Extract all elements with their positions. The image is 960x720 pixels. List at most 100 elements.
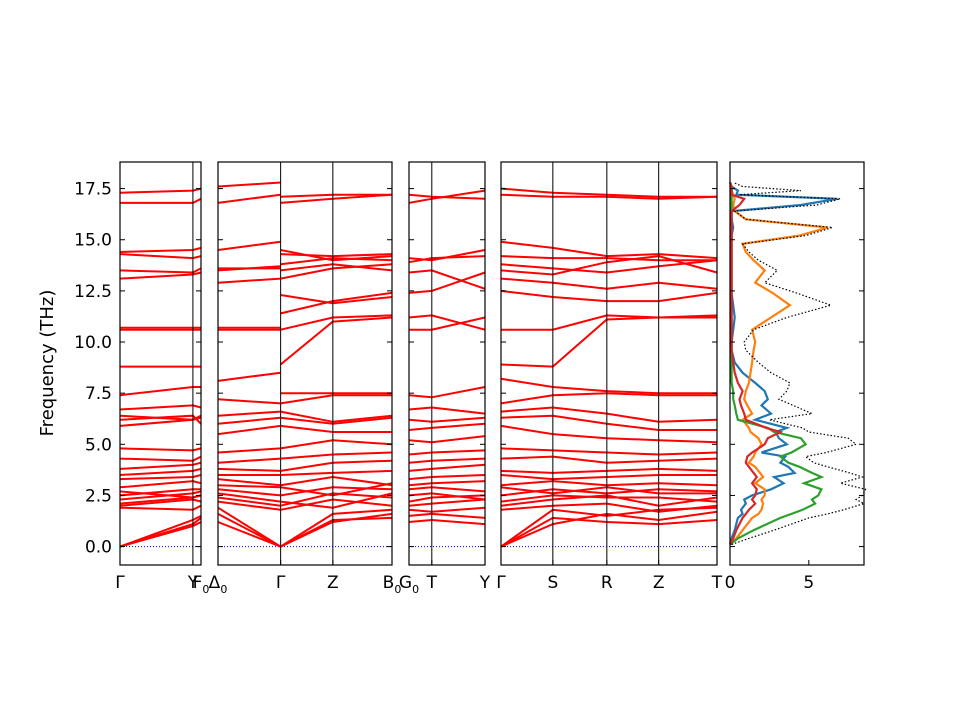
band-line xyxy=(408,386,486,399)
k-point-label: Γ xyxy=(496,573,506,593)
band-line xyxy=(119,253,202,260)
band-line xyxy=(217,496,281,507)
band-line xyxy=(119,187,202,194)
dos-frame xyxy=(729,161,865,566)
band-line xyxy=(217,484,281,489)
k-point-label: Z xyxy=(653,573,665,593)
total-dos-curve xyxy=(731,181,867,546)
band-line xyxy=(217,488,281,497)
band-line xyxy=(119,267,202,274)
band-line xyxy=(119,504,202,511)
band-line xyxy=(217,277,281,284)
panel-frame xyxy=(500,161,718,566)
dos-x-tick-label: 0 xyxy=(725,573,736,593)
k-point-label: Γ xyxy=(276,573,286,593)
band-line xyxy=(119,474,202,481)
band-line xyxy=(500,447,718,456)
band-line xyxy=(217,371,281,382)
band-line xyxy=(119,447,202,452)
band-line xyxy=(280,424,392,433)
band-line xyxy=(500,474,717,481)
panel-frame xyxy=(217,161,393,566)
band-line xyxy=(119,480,202,489)
band-line xyxy=(217,492,281,503)
band-line xyxy=(280,253,393,258)
y-tick-label: 15.0 xyxy=(74,231,112,251)
k-point-label: T xyxy=(426,573,438,593)
k-point-label: S xyxy=(547,573,558,593)
panel-frame xyxy=(119,161,202,566)
band-line xyxy=(280,469,393,476)
band-line xyxy=(217,500,281,511)
band-line xyxy=(408,480,486,487)
pdos-curve xyxy=(728,182,829,546)
band-line xyxy=(500,467,718,474)
k-point-label: Y xyxy=(479,573,491,593)
band-line xyxy=(217,416,281,425)
k-point-label: F0 xyxy=(193,573,210,596)
y-tick-label: 12.5 xyxy=(74,282,112,302)
band-line xyxy=(280,451,393,460)
band-line xyxy=(500,480,718,487)
band-line xyxy=(408,449,486,456)
band-line xyxy=(408,193,486,200)
band-panel-1: 0.0 2.5 5.0 7.5 10.0 12.5 15.0 17.5 Γ YF0 xyxy=(74,161,210,596)
band-line xyxy=(119,461,202,470)
band-line xyxy=(280,475,393,487)
k-point-label: Γ xyxy=(115,573,125,593)
band-panels: 0.02.55.07.510.012.515.017.5Γ YF0 Δ0 Γ Z B0G0… xyxy=(74,161,723,596)
band-panel-3: G0 T Y xyxy=(399,161,491,596)
band-line xyxy=(217,398,281,405)
band-line xyxy=(217,467,281,472)
band-line xyxy=(217,478,281,487)
band-line xyxy=(408,416,486,423)
band-line xyxy=(408,422,486,431)
band-line xyxy=(217,193,281,204)
band-line xyxy=(500,424,718,444)
y-tick-label: 5.0 xyxy=(85,435,112,455)
y-tick-label: 7.5 xyxy=(85,384,112,404)
y-tick-label: 17.5 xyxy=(74,180,112,200)
panel-frame xyxy=(408,161,486,566)
band-line xyxy=(408,474,486,481)
band-line xyxy=(217,424,281,436)
band-line xyxy=(501,314,718,331)
pdos-curve xyxy=(728,182,825,546)
band-line xyxy=(408,518,486,526)
band-line xyxy=(217,521,281,548)
band-line xyxy=(408,406,486,415)
y-axis-label: Frequency (THz) xyxy=(37,290,58,437)
band-line xyxy=(217,240,281,251)
band-line xyxy=(500,316,717,368)
band-line xyxy=(217,410,281,417)
band-line xyxy=(500,406,718,423)
band-line xyxy=(408,512,486,519)
k-point-label: Δ0 xyxy=(209,573,228,596)
band-line xyxy=(500,455,718,464)
k-point-label: G0 xyxy=(399,573,419,596)
band-line xyxy=(500,377,717,395)
pdos-curve xyxy=(728,182,784,546)
band-line xyxy=(280,394,392,405)
band-line xyxy=(408,249,486,262)
band-line xyxy=(120,197,202,204)
band-line xyxy=(280,314,393,331)
band-line xyxy=(500,502,718,513)
k-point-label: Z xyxy=(327,573,339,593)
band-line xyxy=(408,435,486,444)
band-line xyxy=(500,277,718,290)
band-line xyxy=(217,181,281,188)
band-line xyxy=(408,486,486,493)
band-line xyxy=(217,506,282,548)
band-line xyxy=(217,447,281,454)
band-line xyxy=(500,414,717,431)
band-line xyxy=(119,467,202,476)
y-tick-label: 2.5 xyxy=(85,486,112,506)
dos-x-tick-label: 5 xyxy=(803,573,814,593)
y-tick-label: 10.0 xyxy=(74,333,112,353)
band-line xyxy=(119,404,202,411)
k-point-label: R xyxy=(601,573,613,593)
band-line xyxy=(119,386,201,397)
